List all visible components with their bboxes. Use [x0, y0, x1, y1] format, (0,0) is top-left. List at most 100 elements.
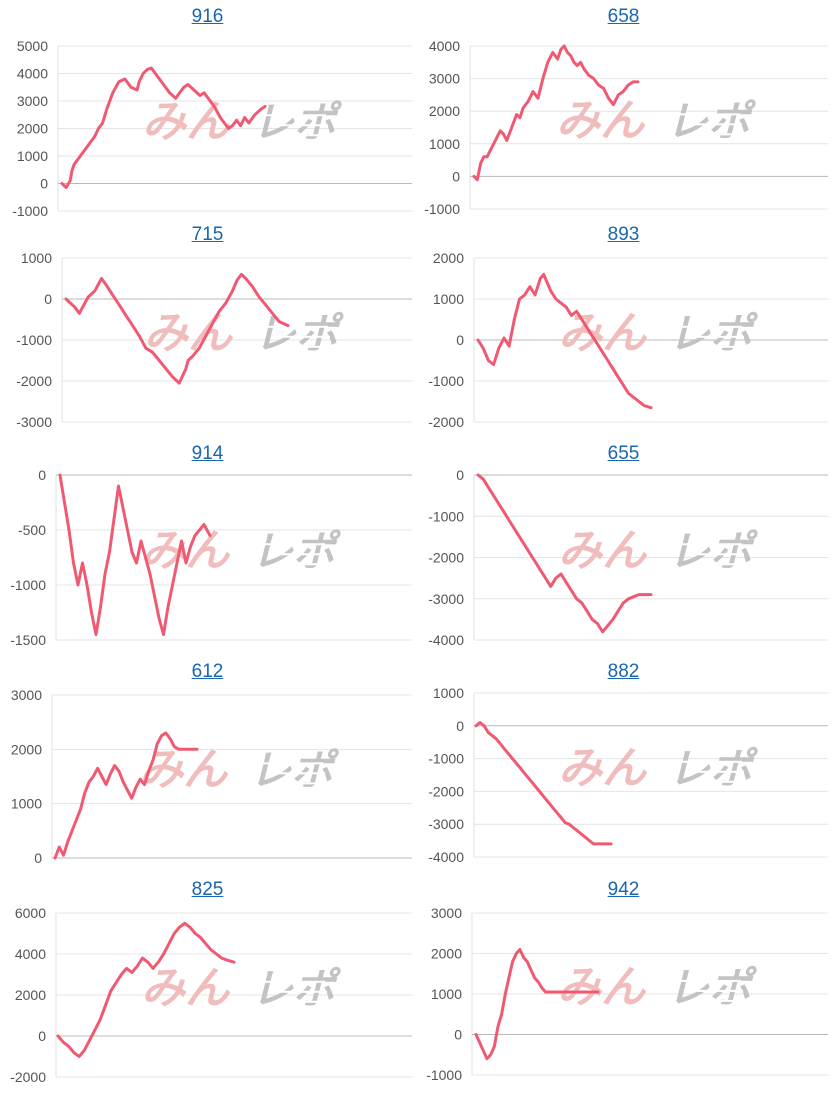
chart-panel-658: 658 -1000 0 1000 2000 3000 4000 みん レポ [416, 6, 831, 221]
y-tick-label: -1500 [10, 632, 46, 648]
svg-text:レポ: レポ [668, 744, 758, 793]
y-tick-label: -2000 [10, 1069, 46, 1085]
chart-panel-612: 612 0 1000 2000 3000 みん レポ [0, 661, 415, 876]
y-tick-label: -4000 [428, 632, 464, 648]
y-tick-label: 4000 [429, 38, 460, 54]
line-chart: -4000 -3000 -2000 -1000 0 1000 みん レポ [428, 685, 828, 865]
y-tick-label: -1000 [424, 201, 460, 217]
svg-text:レポ: レポ [251, 526, 341, 575]
y-tick-label: 0 [40, 176, 48, 192]
chart-title-link[interactable]: 893 [607, 224, 640, 245]
svg-text:レポ: レポ [251, 964, 341, 1013]
line-chart: -2000 -1000 0 1000 2000 みん レポ [428, 250, 828, 430]
svg-text:みん: みん [557, 962, 647, 1013]
chart-title-link[interactable]: 655 [607, 443, 640, 464]
svg-text:みん: みん [141, 525, 231, 576]
svg-text:レポ: レポ [252, 97, 342, 146]
series-line [56, 921, 236, 1058]
y-tick-label: -2000 [428, 414, 464, 430]
y-tick-label: -3000 [428, 816, 464, 832]
svg-text:レポ: レポ [668, 309, 758, 358]
svg-text:みん: みん [556, 95, 646, 146]
y-tick-label: 3000 [11, 687, 42, 703]
y-tick-label: -500 [18, 522, 46, 538]
svg-text:みん: みん [142, 96, 232, 147]
y-tick-label: 0 [38, 1028, 46, 1044]
svg-text:レポ: レポ [666, 96, 756, 145]
svg-text:みん: みん [139, 744, 229, 795]
chart-panel-655: 655 -4000 -3000 -2000 -1000 0 みん レポ [416, 443, 831, 658]
line-chart: -1000 0 1000 2000 3000 みん レポ [426, 905, 828, 1083]
chart-title-link[interactable]: 942 [607, 879, 640, 900]
line-chart: -1500 -1000 -500 0 みん レポ [10, 467, 412, 648]
chart-title-link[interactable]: 916 [191, 6, 224, 27]
watermark-logo: みん レポ [141, 963, 341, 1014]
watermark-logo: みん レポ [141, 525, 341, 576]
y-tick-label: 2000 [17, 121, 48, 137]
y-tick-label: -1000 [12, 203, 48, 219]
y-tick-label: 2000 [15, 987, 46, 1003]
y-tick-label: 4000 [17, 66, 48, 82]
svg-text:レポ: レポ [249, 745, 339, 794]
y-tick-label: 0 [456, 718, 464, 734]
y-tick-label: 3000 [429, 71, 460, 87]
y-tick-label: 2000 [429, 103, 460, 119]
svg-text:みん: みん [144, 308, 234, 359]
y-tick-label: 1000 [433, 291, 464, 307]
y-tick-label: -3000 [428, 591, 464, 607]
series-line [474, 948, 600, 1061]
watermark-logo: みん レポ [142, 96, 342, 147]
y-tick-label: 4000 [15, 946, 46, 962]
y-tick-label: -1000 [426, 1067, 462, 1083]
line-chart: 0 1000 2000 3000 みん レポ [11, 687, 412, 866]
chart-title-link[interactable]: 882 [607, 661, 640, 682]
y-tick-label: -1000 [428, 508, 464, 524]
chart-title-link[interactable]: 612 [191, 661, 224, 682]
y-tick-label: 5000 [17, 38, 48, 54]
chart-panel-882: 882 -4000 -3000 -2000 -1000 0 1000 みん レポ [416, 661, 831, 876]
y-tick-label: 2000 [433, 250, 464, 266]
svg-text:レポ: レポ [668, 526, 758, 575]
series-line [64, 272, 290, 385]
y-tick-label: 1000 [433, 685, 464, 701]
line-chart: -3000 -2000 -1000 0 1000 みん レポ [16, 250, 412, 430]
chart-panel-715: 715 -3000 -2000 -1000 0 1000 みん レポ [0, 224, 415, 439]
chart-title-link[interactable]: 658 [607, 6, 640, 27]
y-tick-label: -4000 [428, 849, 464, 865]
line-chart: -2000 0 2000 4000 6000 みん レポ [10, 905, 412, 1085]
series-line [58, 473, 212, 636]
y-tick-label: 0 [34, 850, 42, 866]
y-tick-label: 0 [452, 168, 460, 184]
line-chart: -4000 -3000 -2000 -1000 0 みん レポ [428, 467, 828, 648]
y-tick-label: 1000 [429, 136, 460, 152]
y-tick-label: 1000 [17, 148, 48, 164]
y-tick-label: 0 [44, 291, 52, 307]
chart-title-link[interactable]: 825 [191, 879, 224, 900]
y-tick-label: 1000 [431, 986, 462, 1002]
chart-panel-916: 916 -1000 0 1000 2000 3000 4000 5000 みん レポ [0, 6, 415, 221]
y-tick-label: 2000 [431, 946, 462, 962]
y-tick-label: -1000 [16, 332, 52, 348]
svg-text:レポ: レポ [254, 309, 344, 358]
svg-text:みん: みん [558, 743, 648, 794]
watermark-logo: みん レポ [556, 95, 756, 146]
y-tick-label: -3000 [16, 414, 52, 430]
y-tick-label: 1000 [11, 796, 42, 812]
y-tick-label: 1000 [21, 250, 52, 266]
series-line [474, 721, 613, 846]
chart-panel-825: 825 -2000 0 2000 4000 6000 みん レポ [0, 879, 415, 1094]
svg-text:レポ: レポ [667, 963, 757, 1012]
chart-panel-942: 942 -1000 0 1000 2000 3000 みん レポ [416, 879, 831, 1094]
chart-title-link[interactable]: 715 [191, 224, 224, 245]
chart-panel-914: 914 -1500 -1000 -500 0 みん レポ [0, 443, 415, 658]
series-line [476, 473, 653, 634]
series-line [53, 731, 199, 860]
y-tick-label: 0 [456, 332, 464, 348]
y-tick-label: -2000 [428, 550, 464, 566]
y-tick-label: 3000 [17, 93, 48, 109]
watermark-logo: みん レポ [557, 962, 757, 1013]
svg-text:みん: みん [558, 525, 648, 576]
series-line [472, 44, 640, 182]
y-tick-label: 0 [38, 467, 46, 483]
chart-title-link[interactable]: 914 [191, 443, 224, 464]
